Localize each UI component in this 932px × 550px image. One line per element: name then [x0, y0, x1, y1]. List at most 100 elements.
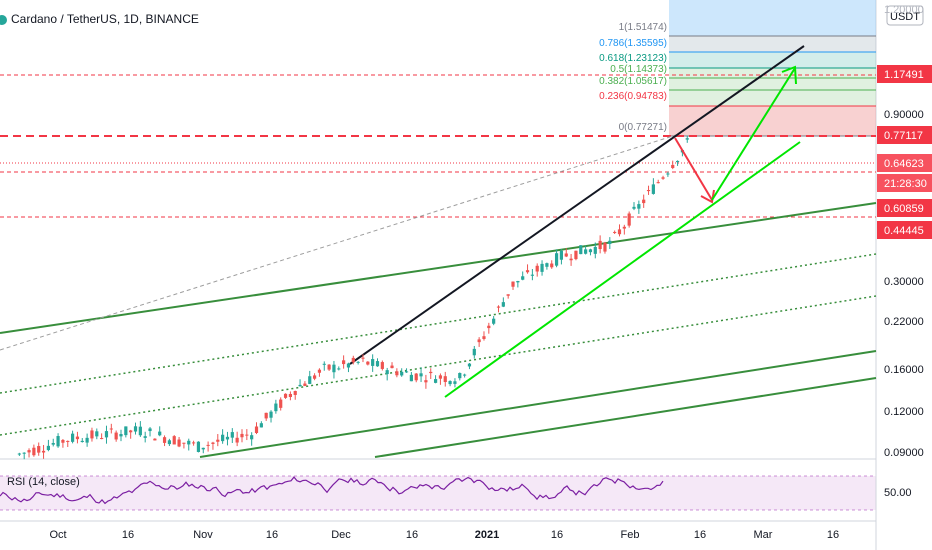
- candle[interactable]: [395, 371, 399, 376]
- candle[interactable]: [366, 361, 370, 365]
- candle[interactable]: [603, 242, 607, 252]
- candle[interactable]: [109, 428, 113, 430]
- rsi-pane[interactable]: [0, 461, 876, 521]
- candle[interactable]: [656, 182, 660, 184]
- candle[interactable]: [477, 339, 481, 343]
- candle[interactable]: [240, 433, 244, 438]
- candle[interactable]: [419, 373, 423, 377]
- candle[interactable]: [327, 364, 331, 370]
- candle[interactable]: [545, 263, 549, 267]
- candle[interactable]: [216, 439, 220, 442]
- candle[interactable]: [61, 439, 65, 443]
- candle[interactable]: [511, 281, 515, 287]
- candle[interactable]: [492, 318, 496, 324]
- candle[interactable]: [550, 263, 554, 268]
- candle[interactable]: [187, 440, 191, 445]
- candle[interactable]: [554, 253, 559, 266]
- candle[interactable]: [129, 430, 133, 433]
- candle[interactable]: [346, 363, 351, 368]
- candle[interactable]: [530, 274, 534, 276]
- candle[interactable]: [264, 412, 268, 419]
- candle[interactable]: [337, 368, 341, 370]
- candle[interactable]: [496, 306, 501, 308]
- candle[interactable]: [138, 426, 142, 436]
- candle[interactable]: [642, 199, 646, 204]
- candle[interactable]: [148, 428, 152, 432]
- candle[interactable]: [646, 189, 651, 192]
- candle[interactable]: [143, 436, 147, 438]
- candle[interactable]: [400, 371, 404, 376]
- gray-dashed-trend[interactable]: [0, 134, 677, 351]
- candle[interactable]: [448, 381, 452, 385]
- candle[interactable]: [371, 359, 375, 366]
- candle[interactable]: [191, 442, 196, 444]
- candle[interactable]: [598, 240, 602, 250]
- candle[interactable]: [172, 436, 176, 445]
- candle[interactable]: [409, 374, 413, 382]
- candle[interactable]: [182, 442, 186, 444]
- candle[interactable]: [235, 437, 239, 443]
- candle[interactable]: [162, 437, 167, 443]
- candle[interactable]: [269, 411, 273, 418]
- candle[interactable]: [153, 438, 157, 441]
- candle[interactable]: [133, 426, 138, 432]
- candle[interactable]: [685, 138, 689, 140]
- candle[interactable]: [467, 363, 472, 367]
- candle[interactable]: [221, 434, 225, 442]
- candle[interactable]: [380, 362, 384, 369]
- candle[interactable]: [211, 442, 215, 444]
- candle[interactable]: [632, 206, 636, 209]
- candle[interactable]: [579, 245, 583, 255]
- candle[interactable]: [177, 439, 181, 447]
- candle[interactable]: [453, 381, 457, 384]
- candle[interactable]: [617, 229, 622, 235]
- candle[interactable]: [433, 379, 438, 383]
- candle[interactable]: [356, 361, 360, 363]
- candle[interactable]: [201, 447, 205, 450]
- candle[interactable]: [651, 184, 655, 194]
- candle[interactable]: [390, 365, 394, 369]
- candle[interactable]: [298, 384, 302, 387]
- candle[interactable]: [559, 250, 564, 260]
- candle[interactable]: [404, 371, 409, 373]
- channel-lines[interactable]: [0, 45, 877, 458]
- candle[interactable]: [230, 432, 234, 438]
- candle[interactable]: [506, 294, 510, 296]
- candle[interactable]: [608, 240, 612, 244]
- candle[interactable]: [225, 436, 230, 440]
- candle[interactable]: [521, 276, 525, 280]
- candle[interactable]: [342, 360, 346, 365]
- candle[interactable]: [17, 453, 21, 455]
- candle[interactable]: [206, 444, 210, 446]
- candle[interactable]: [414, 373, 418, 381]
- candles-group[interactable]: [17, 135, 689, 460]
- candle[interactable]: [671, 164, 675, 168]
- candle[interactable]: [95, 431, 99, 437]
- black-trend-line[interactable]: [349, 45, 805, 365]
- candle[interactable]: [259, 423, 263, 428]
- candle[interactable]: [622, 226, 626, 229]
- candle[interactable]: [661, 177, 665, 179]
- candle[interactable]: [443, 376, 447, 383]
- candle[interactable]: [250, 435, 254, 440]
- main-pane[interactable]: [0, 0, 876, 457]
- candle[interactable]: [317, 369, 322, 373]
- candle[interactable]: [429, 371, 433, 374]
- candle[interactable]: [525, 270, 530, 273]
- candle[interactable]: [593, 246, 597, 254]
- candle[interactable]: [51, 442, 55, 445]
- candle[interactable]: [535, 265, 539, 272]
- candle[interactable]: [458, 372, 462, 379]
- candle[interactable]: [283, 393, 288, 398]
- candle[interactable]: [308, 376, 312, 384]
- candle[interactable]: [564, 253, 568, 257]
- projection-arrows[interactable]: [674, 65, 797, 204]
- candle[interactable]: [540, 263, 544, 272]
- currency-badge[interactable]: [886, 5, 924, 26]
- candle[interactable]: [288, 393, 292, 397]
- candle[interactable]: [245, 434, 249, 436]
- candle[interactable]: [56, 436, 60, 447]
- candle[interactable]: [124, 426, 128, 436]
- candle[interactable]: [322, 363, 326, 365]
- candle[interactable]: [675, 160, 680, 163]
